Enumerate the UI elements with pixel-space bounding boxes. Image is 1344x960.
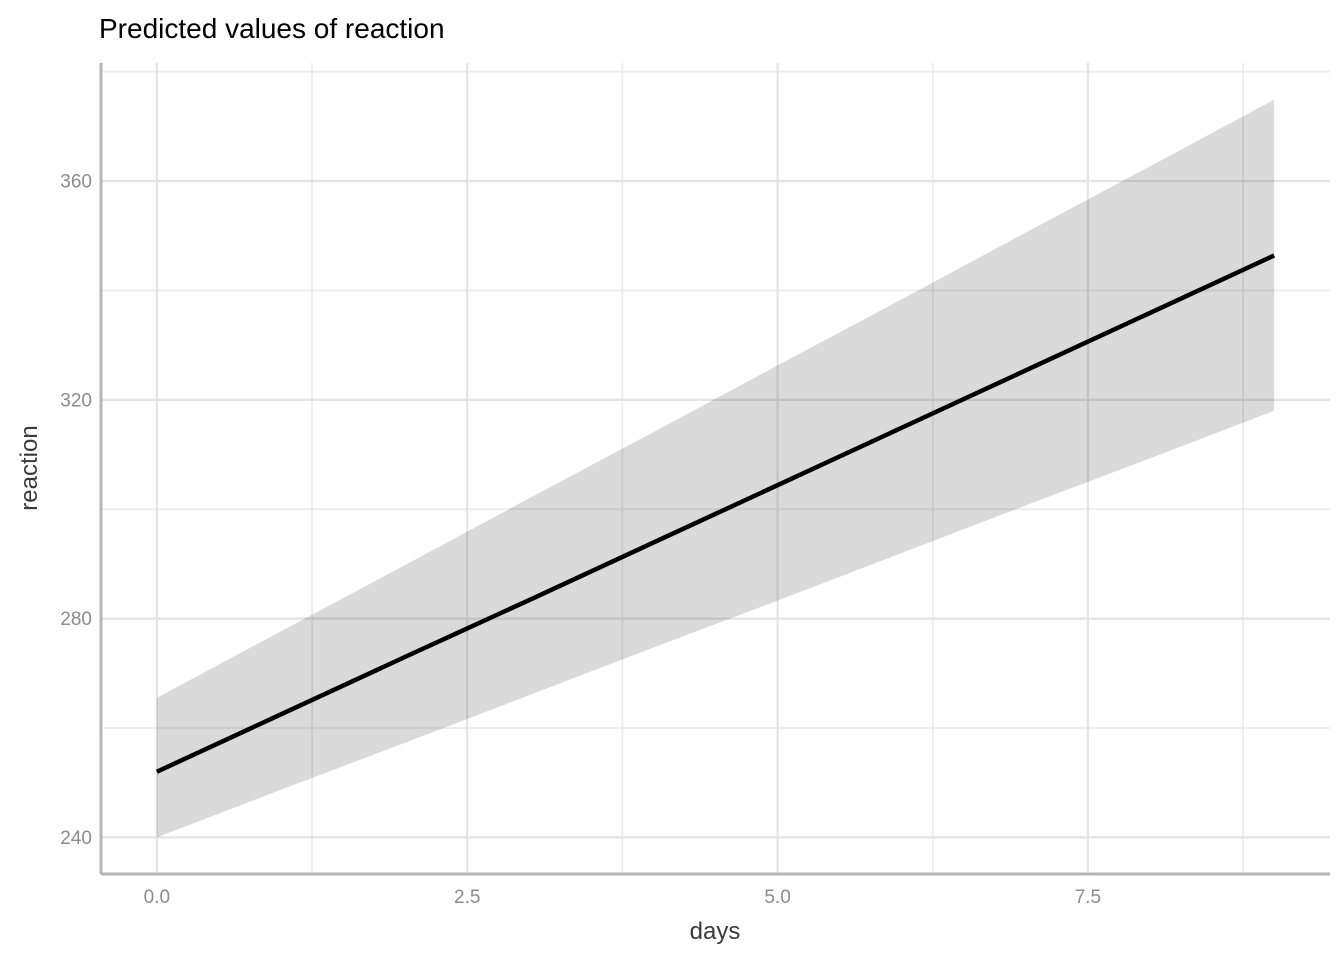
y-tick-label: 360	[60, 172, 92, 193]
x-tick-label: 0.0	[144, 887, 170, 908]
y-tick-label: 320	[60, 390, 92, 411]
regression-line	[155, 253, 1276, 774]
x-axis-title: days	[689, 918, 741, 945]
confidence-ribbon	[156, 99, 1275, 838]
gridlines-minor	[101, 63, 1330, 874]
x-tick-label: 5.0	[764, 887, 790, 908]
x-tick-label: 2.5	[454, 887, 480, 908]
x-tick-label: 7.5	[1075, 887, 1101, 908]
tick-labels: 240 280 320 360 0.0 2.5 5.0 7.5	[60, 172, 1101, 908]
y-tick-label: 280	[60, 609, 92, 630]
gridlines-major	[101, 63, 1330, 874]
y-tick-label: 240	[60, 828, 92, 849]
y-axis-title: reaction	[16, 425, 43, 511]
chart-title: Predicted values of reaction	[99, 13, 445, 44]
